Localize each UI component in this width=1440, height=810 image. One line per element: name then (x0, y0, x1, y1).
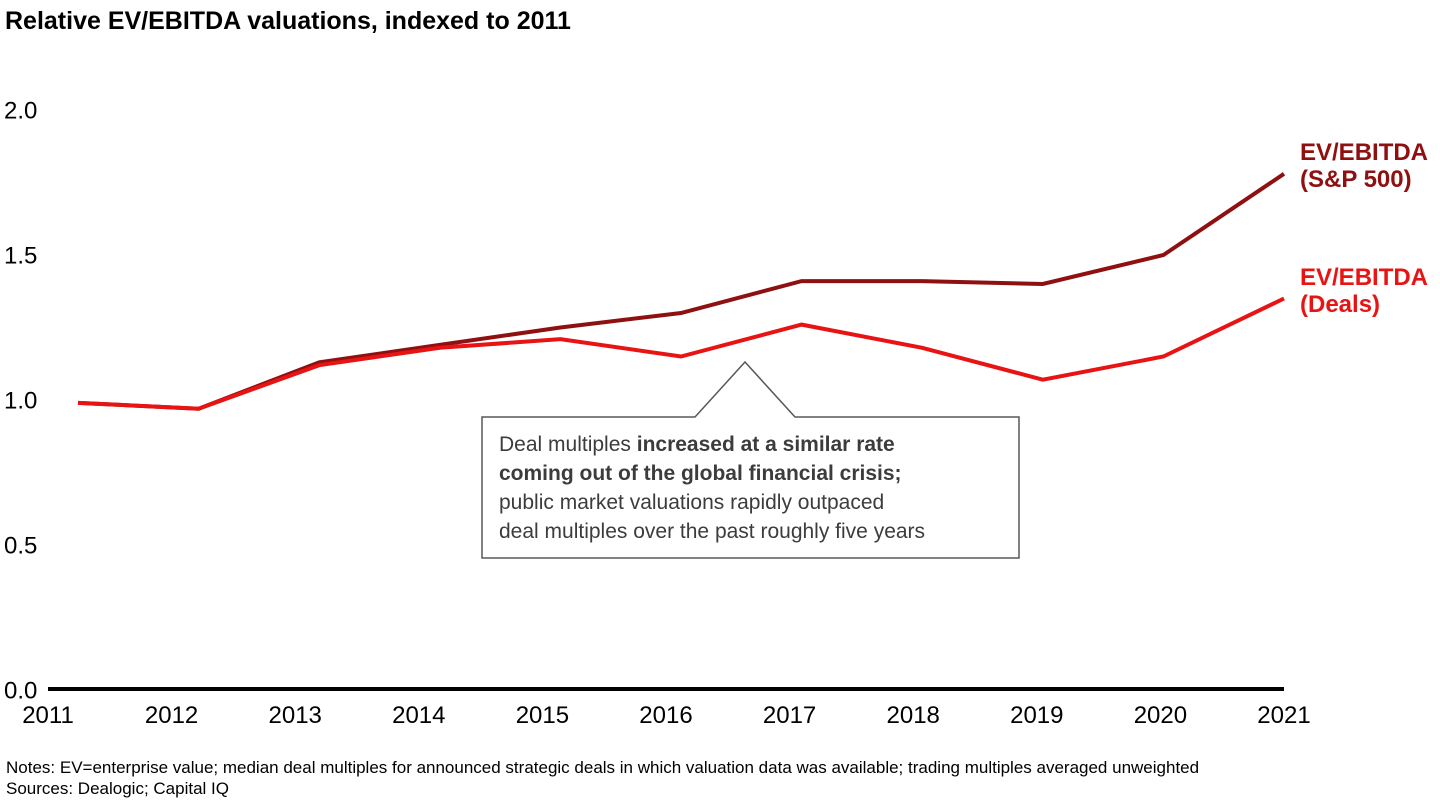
legend-sp500-line1: EV/EBITDA (1300, 139, 1429, 166)
y-tick-label: 2.0 (4, 98, 37, 125)
x-tick-label: 2012 (145, 702, 198, 729)
y-tick-label: 1.0 (4, 388, 37, 415)
legend-deals: EV/EBITDA (Deals) (1300, 264, 1428, 318)
notes-line: Notes: EV=enterprise value; median deal … (6, 758, 1200, 777)
y-tick-label: 0.5 (4, 533, 37, 560)
legend-deals-line2: (Deals) (1300, 291, 1381, 318)
chart-title: Relative EV/EBITDA valuations, indexed t… (5, 7, 571, 35)
x-tick-label: 2017 (763, 702, 816, 729)
x-tick-label: 2016 (639, 702, 692, 729)
legend-deals-line1: EV/EBITDA (1300, 264, 1429, 291)
series-line-0 (77, 172, 1286, 411)
x-tick-label: 2018 (887, 702, 940, 729)
x-tick-label: 2014 (392, 702, 445, 729)
x-tick-label: 2015 (516, 702, 569, 729)
callout-bold-run: increased at a similar rate (636, 433, 895, 456)
callout-box-outline (481, 360, 1020, 559)
y-tick-label: 1.5 (4, 243, 37, 270)
series-line-1 (77, 296, 1285, 411)
x-tick-label: 2021 (1257, 702, 1310, 729)
callout-text-line: coming out of the global financial crisi… (499, 459, 1005, 488)
callout-regular-run: Deal multiples (499, 433, 637, 456)
chart-canvas: 0.0 0.5 1.0 1.5 2.0 2011 2012 2013 2014 2015 2016… (4, 98, 1311, 730)
x-axis-labels: 2011 2012 2013 2014 2015 2016 2017 2018 2019 2020… (22, 702, 1311, 729)
callout-annotation: Deal multiples increased at a similar ra… (482, 417, 1019, 558)
x-tick-label: 2011 (22, 702, 74, 729)
x-tick-label: 2020 (1134, 702, 1187, 729)
callout-regular-run: public market valuations rapidly outpace… (499, 491, 885, 514)
x-tick-label: 2019 (1010, 702, 1063, 729)
y-tick-label: 0.0 (4, 678, 37, 705)
callout-bold-run: coming out of the global financial crisi… (499, 462, 902, 485)
footnotes: Notes: EV=enterprise value; median deal … (6, 757, 1199, 799)
callout-text-line: public market valuations rapidly outpace… (499, 488, 1005, 517)
legend-sp500: EV/EBITDA (S&P 500) (1300, 139, 1428, 193)
legend-sp500-line2: (S&P 500) (1300, 166, 1412, 193)
y-axis-labels: 0.0 0.5 1.0 1.5 2.0 (4, 98, 37, 705)
series-lines (77, 172, 1286, 411)
callout-text-line: Deal multiples increased at a similar ra… (499, 430, 1005, 459)
x-tick-label: 2013 (269, 702, 322, 729)
callout-regular-run: deal multiples over the past roughly fiv… (499, 520, 926, 543)
callout-text-line: deal multiples over the past roughly fiv… (499, 517, 1005, 546)
sources-line: Sources: Dealogic; Capital IQ (6, 779, 229, 798)
